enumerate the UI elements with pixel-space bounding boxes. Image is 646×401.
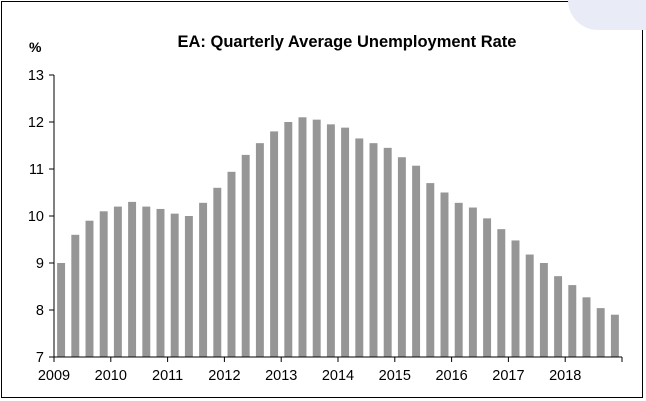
- bar-2012-q2: [241, 154, 250, 357]
- bar-2016-q4: [497, 229, 506, 357]
- bar-2016-q3: [483, 218, 492, 357]
- bar-2015-q4: [440, 192, 449, 357]
- bar-2013-q3: [312, 119, 321, 358]
- bar-2015-q2: [412, 165, 421, 357]
- y-tick-label: 9: [36, 256, 44, 272]
- bar-2009-q4: [99, 211, 108, 357]
- bar-2011-q3: [199, 202, 208, 357]
- bar-2016-q1: [454, 202, 463, 357]
- y-tick-label: 13: [28, 68, 44, 84]
- bar-2013-q2: [298, 117, 307, 357]
- bar-2013-q4: [326, 124, 335, 357]
- y-tick-label: 7: [36, 350, 44, 366]
- bar-2009-q1: [57, 263, 66, 357]
- bar-2012-q1: [227, 171, 236, 357]
- y-axis-unit-label: %: [29, 39, 42, 55]
- x-tick-label: 2011: [152, 368, 183, 384]
- bar-2012-q4: [270, 131, 279, 357]
- y-tick-label: 12: [28, 115, 44, 131]
- x-tick-label: 2016: [435, 368, 467, 384]
- bar-2013-q1: [284, 122, 293, 357]
- bar-2017-q4: [554, 276, 563, 357]
- x-tick-label: 2010: [95, 368, 127, 384]
- bar-2011-q1: [170, 213, 179, 357]
- bar-2014-q2: [355, 138, 364, 357]
- corner-decoration: [568, 0, 646, 30]
- x-tick-label: 2009: [38, 368, 70, 384]
- bar-2011-q2: [184, 216, 193, 357]
- x-tick-label: 2012: [208, 368, 240, 384]
- bar-2010-q3: [142, 206, 151, 357]
- bar-2016-q2: [468, 207, 477, 357]
- y-tick-label: 8: [36, 303, 44, 319]
- bar-2014-q1: [341, 127, 350, 357]
- x-tick-label: 2015: [379, 368, 411, 384]
- bars-group: [57, 117, 619, 358]
- bar-2018-q2: [582, 297, 591, 357]
- bar-2017-q2: [525, 254, 534, 357]
- x-tick-label: 2013: [265, 368, 297, 384]
- bar-2009-q2: [71, 234, 80, 357]
- bar-2014-q4: [383, 147, 392, 357]
- x-tick-label: 2014: [322, 368, 354, 384]
- bar-2018-q4: [610, 314, 619, 357]
- bar-2014-q3: [369, 143, 378, 357]
- y-tick-label: 11: [29, 162, 44, 178]
- bar-2009-q3: [85, 220, 94, 357]
- bar-2017-q3: [539, 263, 548, 357]
- bar-2012-q3: [255, 143, 264, 357]
- bar-2015-q1: [397, 157, 406, 357]
- x-tick-label: 2018: [549, 368, 581, 384]
- bar-2010-q1: [113, 206, 122, 357]
- bar-2018-q1: [568, 285, 577, 357]
- x-tick-label: 2017: [492, 368, 524, 384]
- bar-2010-q4: [156, 208, 165, 357]
- bar-2015-q3: [426, 183, 435, 357]
- bar-2017-q1: [511, 240, 520, 357]
- bar-2010-q2: [128, 201, 137, 357]
- y-tick-label: 10: [28, 209, 44, 225]
- bar-2018-q3: [596, 308, 605, 357]
- chart-title: EA: Quarterly Average Unemployment Rate: [178, 33, 517, 51]
- axes-group: 7 8 9 10 11 12 13 2009 2010 2011 2012 2013 2014 2015 2…: [28, 68, 623, 384]
- bar-2011-q4: [213, 187, 222, 357]
